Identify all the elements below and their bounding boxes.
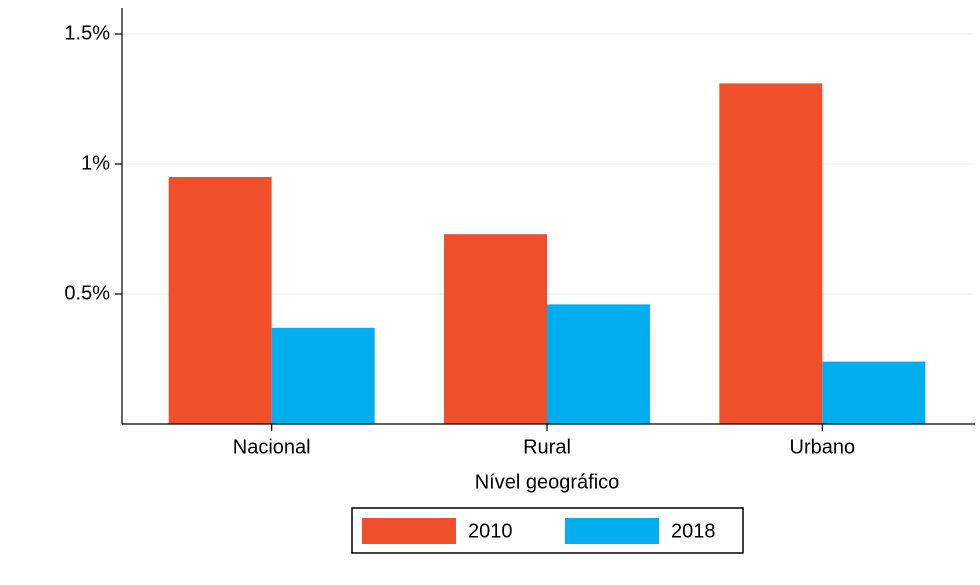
bar: [822, 361, 926, 424]
bar: [444, 234, 547, 424]
x-tick-label: Urbano: [790, 436, 856, 458]
bar: [719, 83, 823, 425]
bar: [547, 304, 650, 424]
y-tick-label: 0.5%: [64, 282, 110, 304]
legend-label: 2010: [468, 520, 513, 542]
x-tick-label: Nacional: [233, 436, 311, 458]
x-tick-label: Rural: [523, 436, 571, 458]
legend-swatch: [565, 518, 659, 544]
y-tick-label: 1%: [81, 152, 110, 174]
legend-swatch: [362, 518, 456, 544]
bar: [168, 177, 272, 424]
legend-box: [351, 507, 744, 554]
x-axis-label: Nível geográfico: [475, 471, 620, 493]
legend-label: 2018: [671, 520, 716, 542]
y-tick-label: 1.5%: [64, 22, 110, 44]
bar: [271, 327, 375, 424]
